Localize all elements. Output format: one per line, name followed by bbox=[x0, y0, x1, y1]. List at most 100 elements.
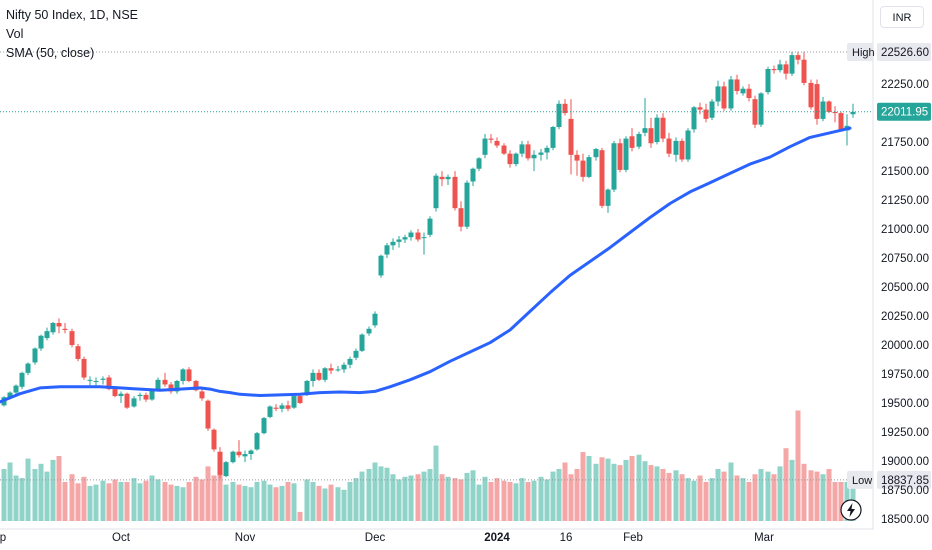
volume-bar bbox=[1, 469, 7, 521]
candle-body bbox=[19, 372, 25, 387]
volume-bar bbox=[32, 469, 38, 521]
candle bbox=[87, 376, 93, 386]
candle-body bbox=[112, 389, 118, 397]
volume-bar bbox=[75, 483, 81, 521]
candle-body bbox=[494, 140, 500, 146]
candle bbox=[174, 379, 180, 394]
candle-body bbox=[273, 407, 279, 409]
currency-selector[interactable]: INR bbox=[880, 6, 924, 28]
volume-bar bbox=[285, 482, 291, 521]
volume-bar bbox=[580, 452, 586, 521]
volume-bar bbox=[174, 485, 180, 521]
volume-bar bbox=[623, 459, 629, 521]
candle bbox=[118, 391, 124, 404]
sma-polyline bbox=[0, 126, 852, 404]
candle-body bbox=[211, 429, 217, 450]
candle-body bbox=[544, 147, 550, 153]
price-tick-label: 18837.85 bbox=[881, 475, 929, 487]
legend-sma[interactable]: SMA (50, close) bbox=[6, 46, 95, 60]
lightning-icon[interactable] bbox=[840, 499, 862, 521]
price-axis-bg bbox=[873, 0, 932, 550]
volume-bar bbox=[464, 472, 470, 521]
volume-bar bbox=[752, 474, 758, 521]
volume-bar bbox=[433, 445, 439, 521]
volume-bar bbox=[734, 475, 740, 521]
time-tick-label: Nov bbox=[235, 532, 256, 544]
volume-bar bbox=[574, 469, 580, 521]
volume-bar bbox=[408, 475, 414, 521]
candle bbox=[826, 100, 832, 114]
candle-body bbox=[550, 126, 556, 148]
time-tick-label: p bbox=[0, 532, 6, 544]
price-tick-label: 20750.00 bbox=[881, 253, 929, 265]
candle bbox=[746, 84, 752, 102]
candle-body bbox=[740, 88, 746, 94]
volume-bar bbox=[599, 457, 605, 521]
legend-volume[interactable]: Vol bbox=[6, 27, 24, 41]
volume-bar bbox=[359, 471, 365, 521]
volume-bar bbox=[322, 488, 328, 521]
volume-bar bbox=[758, 469, 764, 521]
candle-body bbox=[372, 313, 378, 326]
volume-bar bbox=[550, 471, 556, 521]
candle-body bbox=[100, 378, 106, 380]
candle bbox=[402, 234, 408, 243]
candle bbox=[611, 140, 617, 192]
candle bbox=[415, 229, 421, 242]
candle-body bbox=[421, 237, 427, 239]
candle bbox=[13, 384, 19, 395]
candle-body bbox=[347, 358, 353, 365]
candle bbox=[648, 117, 654, 148]
candle bbox=[75, 343, 81, 362]
candle bbox=[544, 145, 550, 160]
candle-body bbox=[415, 232, 421, 240]
candle-body bbox=[758, 93, 764, 125]
candle-body bbox=[328, 368, 334, 371]
candle-body bbox=[629, 136, 635, 148]
candle bbox=[758, 92, 764, 127]
candle bbox=[629, 128, 635, 152]
legend-title[interactable]: Nifty 50 Index, 1D, NSE bbox=[6, 8, 139, 22]
candle bbox=[814, 79, 820, 125]
price-tick-label: 20500.00 bbox=[881, 282, 929, 294]
volume-bar bbox=[458, 479, 464, 521]
candle-body bbox=[69, 331, 75, 346]
candle-body bbox=[519, 144, 525, 154]
volume-bar bbox=[445, 476, 451, 521]
candle-body bbox=[611, 143, 617, 190]
candle-body bbox=[297, 396, 303, 404]
volume-bar bbox=[795, 410, 801, 521]
price-tick-label: 21500.00 bbox=[881, 166, 929, 178]
candle-body bbox=[838, 113, 844, 131]
candle-body bbox=[25, 363, 31, 373]
candle bbox=[347, 356, 353, 369]
candle bbox=[599, 147, 605, 209]
candle-body bbox=[199, 391, 205, 399]
candle-body bbox=[801, 59, 807, 83]
candle bbox=[81, 356, 87, 380]
volume-bar bbox=[124, 482, 130, 521]
candle bbox=[593, 147, 599, 161]
candle-body bbox=[62, 328, 68, 330]
candle-body bbox=[458, 208, 464, 227]
candle-body bbox=[341, 364, 347, 370]
candle bbox=[703, 103, 709, 123]
volume-bar bbox=[168, 484, 174, 521]
volume-bar bbox=[279, 485, 285, 521]
volume-bar bbox=[131, 478, 137, 521]
candle-body bbox=[476, 158, 482, 169]
volume-bar bbox=[636, 454, 642, 521]
candle-body bbox=[562, 103, 568, 114]
candle bbox=[513, 152, 519, 167]
candle-body bbox=[488, 138, 494, 140]
candle-body bbox=[174, 380, 180, 392]
candle-body bbox=[617, 143, 623, 170]
candle bbox=[372, 311, 378, 328]
volume-bar bbox=[519, 478, 525, 521]
candle-body bbox=[50, 322, 56, 333]
volume-bar bbox=[673, 470, 679, 521]
candle bbox=[617, 138, 623, 173]
candle bbox=[771, 65, 777, 74]
volume-bar bbox=[211, 475, 217, 521]
